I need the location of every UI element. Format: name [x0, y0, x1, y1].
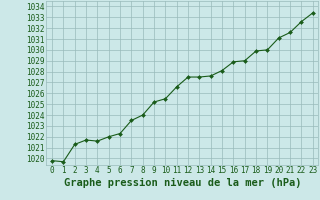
X-axis label: Graphe pression niveau de la mer (hPa): Graphe pression niveau de la mer (hPa)	[64, 178, 301, 188]
